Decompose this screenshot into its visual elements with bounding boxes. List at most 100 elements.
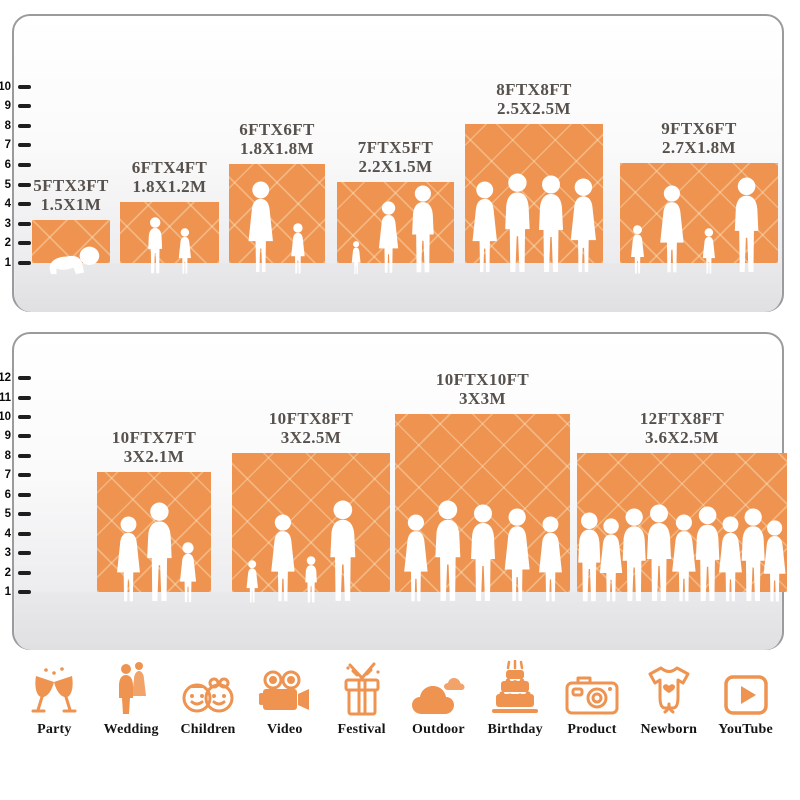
ruler-number: 3 (4, 547, 11, 560)
backdrop-rect (120, 202, 219, 263)
category-birthday: Birthday (473, 656, 557, 738)
category-product: Product (550, 656, 634, 738)
backdrop-rect (229, 164, 325, 263)
bottom-size-panel: 1 2 3 4 5 6 7 8 9 10 11 12 10FTX7FT 3X2.1M 10FTX8FT 3X2… (0, 332, 787, 650)
backdrop-size-ft: 8FTX8FT (496, 80, 572, 99)
video-icon (243, 656, 327, 716)
ruler-tick (18, 123, 31, 128)
category-label: YouTube (718, 722, 773, 737)
category-label: Children (180, 722, 236, 737)
backdrop-size-label: 6FTX4FT 1.8X1.2M (85, 158, 255, 196)
backdrop-size-m: 2.2X1.5M (358, 157, 433, 176)
category-label: Video (267, 722, 303, 737)
backdrop-size-m: 1.5X1M (40, 195, 102, 214)
person-silhouette-icon (349, 241, 363, 275)
ruler-number: 7 (4, 139, 11, 152)
person-silhouette-icon (726, 177, 767, 275)
birthday-icon (473, 656, 557, 716)
category-outdoor: Outdoor (396, 656, 480, 738)
person-silhouette-icon (321, 500, 365, 604)
ruler-number: 8 (4, 449, 11, 462)
ruler-tick (18, 453, 31, 458)
backdrop-size-ft: 10FTX7FT (111, 428, 197, 447)
party-icon (12, 656, 96, 716)
baby-silhouette-icon (44, 245, 101, 275)
backdrop-size-ft: 10FTX8FT (268, 409, 354, 428)
ruler-number: 9 (4, 430, 11, 443)
backdrop-size-label: 6FTX6FT 1.8X1.8M (192, 120, 362, 158)
newborn-icon (627, 656, 711, 716)
ruler-tick (18, 182, 31, 187)
category-wedding: Wedding (89, 656, 173, 738)
ruler-number: 4 (4, 527, 11, 540)
ruler-number: 5 (4, 178, 11, 191)
category-label: Party (37, 722, 72, 737)
ruler-number: 9 (4, 100, 11, 113)
category-label: Newborn (640, 722, 698, 737)
backdrop-size-label: 5FTX3FT 1.5X1M (0, 176, 156, 214)
category-label: Festival (337, 722, 386, 737)
category-children: Children (166, 656, 250, 738)
backdrop-size-label: 12FTX8FT 3.6X2.5M (597, 409, 767, 447)
ruler-tick (18, 414, 31, 419)
category-party: Party (12, 656, 96, 738)
backdrop-size-label: 9FTX6FT 2.7X1.8M (614, 119, 784, 157)
ruler-tick (18, 492, 31, 497)
backdrop-size-label: 8FTX8FT 2.5X2.5M (449, 80, 619, 118)
ruler-tick (18, 104, 31, 109)
person-silhouette-icon (404, 185, 442, 275)
backdrop-size-ft: 10FTX10FT (435, 370, 530, 389)
ruler-number: 1 (4, 586, 11, 598)
backdrop-size-label: 7FTX5FT 2.2X1.5M (311, 138, 481, 176)
category-label: Wedding (103, 722, 159, 737)
person-silhouette-icon (264, 514, 302, 604)
backdrop-size-ft: 6FTX6FT (239, 120, 315, 139)
backdrop-size-ft: 6FTX4FT (131, 158, 208, 177)
top-size-panel: 1 2 3 4 5 6 7 8 9 10 5FTX3FT 1.5X1M 6FTX4FT 1.8X1.2M 6… (0, 14, 784, 312)
ruler-number: 10 (0, 410, 11, 423)
outdoor-icon (396, 656, 480, 716)
backdrop-size-m: 3X2.1M (123, 447, 185, 466)
category-newborn: Newborn (627, 656, 711, 738)
wedding-icon (89, 656, 173, 716)
ruler-tick (18, 570, 31, 575)
backdrop-size-ft: 9FTX6FT (661, 119, 737, 138)
person-silhouette-icon (757, 520, 792, 604)
person-silhouette-icon (373, 201, 404, 275)
category-youtube: YouTube (704, 656, 788, 738)
ruler-number: 3 (4, 217, 11, 230)
floor-strip (15, 592, 781, 650)
ruler-number: 1 (4, 257, 11, 269)
person-silhouette-icon (143, 217, 167, 275)
person-silhouette-icon (653, 185, 691, 275)
ruler-number: 8 (4, 119, 11, 132)
ruler-tick (18, 551, 31, 556)
person-silhouette-icon (699, 228, 719, 275)
backdrop-size-label: 10FTX10FT 3X3M (398, 370, 568, 408)
ruler-tick (18, 531, 31, 536)
person-silhouette-icon (243, 560, 261, 604)
backdrop-size-m: 1.8X1.8M (239, 139, 315, 158)
ruler-tick (18, 590, 31, 594)
ruler-tick (18, 163, 31, 167)
ruler-number: 6 (4, 488, 11, 501)
backdrop-size-label: 10FTX8FT 3X2.5M (226, 409, 396, 447)
category-icon-row: Party Wedding Children Video Festival Outdoor… (0, 656, 800, 766)
ruler-number: 2 (4, 566, 11, 579)
ruler-tick (18, 84, 31, 89)
backdrop-size-m: 2.7X1.8M (661, 138, 737, 157)
person-silhouette-icon (301, 556, 321, 604)
backdrop-size-m: 3X3M (459, 389, 506, 408)
youtube-icon (704, 656, 788, 716)
ruler-tick (18, 241, 31, 246)
children-icon (166, 656, 250, 716)
backdrop-size-ft: 12FTX8FT (639, 409, 725, 428)
ruler-number: 6 (4, 159, 11, 171)
ruler-tick (18, 395, 31, 400)
product-icon (550, 656, 634, 716)
person-silhouette-icon (175, 228, 195, 275)
ruler-tick (18, 473, 31, 478)
ruler-number: 12 (0, 372, 11, 385)
festival-icon (320, 656, 404, 716)
